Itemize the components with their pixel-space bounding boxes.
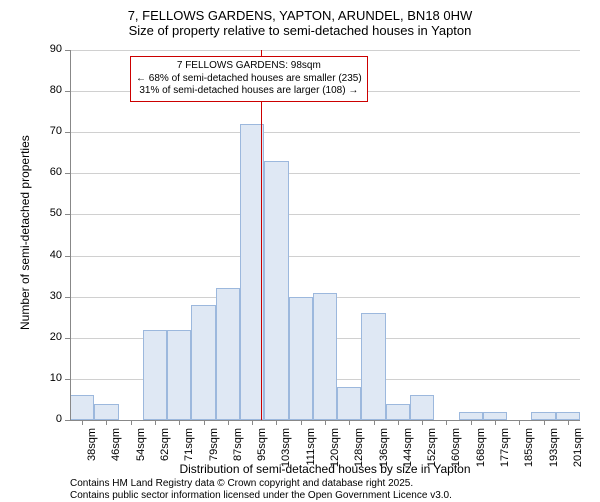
title-line2: Size of property relative to semi-detach… xyxy=(0,23,600,38)
annotation-line1: 7 FELLOWS GARDENS: 98sqm xyxy=(136,60,362,73)
y-axis-label: Number of semi-detached properties xyxy=(18,135,32,330)
histogram-bar xyxy=(289,297,313,420)
histogram-bar xyxy=(143,330,167,420)
y-tick-label: 10 xyxy=(38,372,62,384)
credits-line1: Contains HM Land Registry data © Crown c… xyxy=(70,478,452,490)
gridline xyxy=(70,256,580,257)
histogram-bar xyxy=(410,395,434,420)
histogram-bar xyxy=(70,395,94,420)
x-axis-label: Distribution of semi-detached houses by … xyxy=(70,462,580,476)
annotation-box: 7 FELLOWS GARDENS: 98sqm← 68% of semi-de… xyxy=(130,56,368,102)
gridline xyxy=(70,214,580,215)
y-tick-label: 20 xyxy=(38,331,62,343)
gridline xyxy=(70,50,580,51)
histogram-bar xyxy=(386,404,410,420)
histogram-bar xyxy=(94,404,118,420)
x-axis-line xyxy=(70,420,580,421)
gridline xyxy=(70,132,580,133)
y-tick-label: 40 xyxy=(38,249,62,261)
y-tick-label: 60 xyxy=(38,166,62,178)
histogram-bar xyxy=(313,293,337,420)
annotation-line3: 31% of semi-detached houses are larger (… xyxy=(136,85,362,98)
histogram-bar xyxy=(459,412,483,420)
y-tick-label: 30 xyxy=(38,290,62,302)
y-tick-label: 80 xyxy=(38,84,62,96)
credits-line2: Contains public sector information licen… xyxy=(70,490,452,502)
histogram-bar xyxy=(216,288,240,420)
histogram-bar xyxy=(483,412,507,420)
chart-title-block: 7, FELLOWS GARDENS, YAPTON, ARUNDEL, BN1… xyxy=(0,0,600,38)
title-line1: 7, FELLOWS GARDENS, YAPTON, ARUNDEL, BN1… xyxy=(0,8,600,23)
histogram-bar xyxy=(361,313,385,420)
histogram-bar xyxy=(167,330,191,420)
histogram-bar xyxy=(556,412,580,420)
y-tick-label: 90 xyxy=(38,43,62,55)
annotation-line2: ← 68% of semi-detached houses are smalle… xyxy=(136,73,362,86)
y-axis-line xyxy=(70,50,71,420)
y-tick-label: 0 xyxy=(38,413,62,425)
histogram-bar xyxy=(264,161,288,420)
histogram-bar xyxy=(531,412,555,420)
gridline xyxy=(70,173,580,174)
histogram-bar xyxy=(337,387,361,420)
y-tick-label: 50 xyxy=(38,207,62,219)
chart-plot-area: 010203040506070809038sqm46sqm54sqm62sqm7… xyxy=(70,50,580,420)
y-tick-label: 70 xyxy=(38,125,62,137)
reference-line xyxy=(261,50,262,420)
histogram-bar xyxy=(191,305,215,420)
credits-block: Contains HM Land Registry data © Crown c… xyxy=(70,478,452,502)
